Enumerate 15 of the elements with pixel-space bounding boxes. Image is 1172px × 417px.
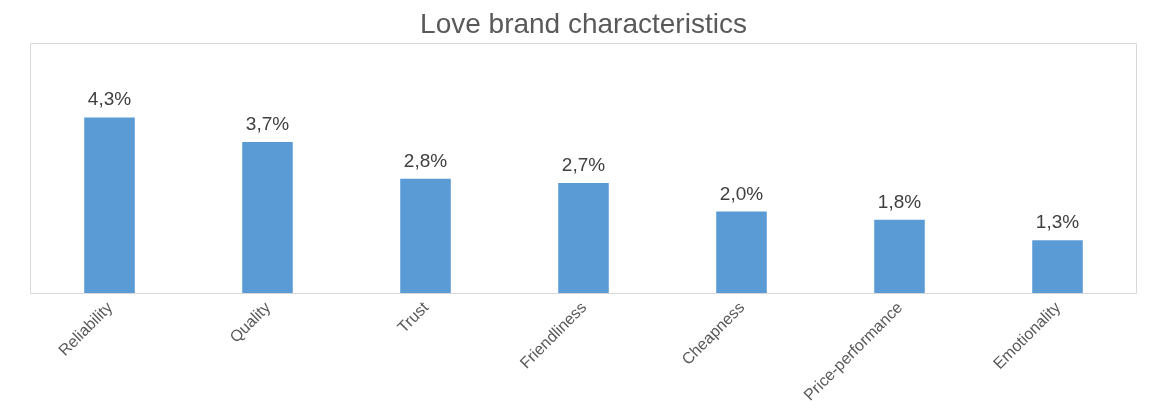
data-label: 1,3% bbox=[1035, 211, 1080, 233]
bar bbox=[874, 219, 925, 294]
bar bbox=[716, 211, 767, 294]
data-label: 2,0% bbox=[719, 182, 764, 204]
data-label: 4,3% bbox=[87, 88, 132, 110]
bar bbox=[558, 182, 609, 294]
bar bbox=[242, 142, 293, 294]
data-label: 3,7% bbox=[245, 113, 290, 135]
chart-title: Love brand characteristics bbox=[420, 7, 747, 39]
bar bbox=[1032, 240, 1083, 294]
bar bbox=[400, 178, 451, 294]
bar bbox=[84, 117, 135, 294]
data-label: 2,8% bbox=[403, 149, 448, 171]
data-label: 1,8% bbox=[877, 190, 922, 212]
data-label: 2,7% bbox=[561, 153, 606, 175]
